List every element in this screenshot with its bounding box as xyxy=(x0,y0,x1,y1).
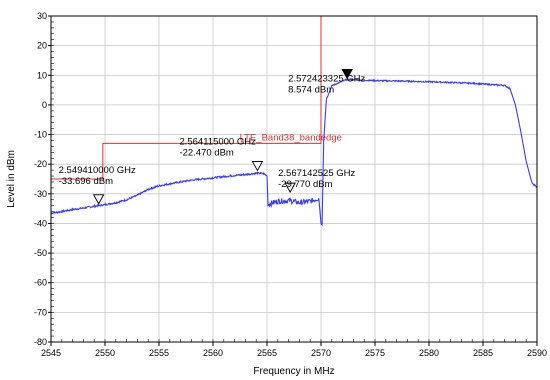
limit-line xyxy=(51,16,322,180)
x-tick-label: 2570 xyxy=(311,348,331,358)
limit-line-group: LTE_Band38_bandedge xyxy=(51,16,342,180)
y-tick-label: -30 xyxy=(34,189,47,199)
grid xyxy=(48,15,538,346)
marker-triangle-icon xyxy=(284,182,296,194)
y-tick-label: -70 xyxy=(34,307,47,317)
x-tick-label: 2590 xyxy=(527,348,547,358)
marker-triangle-icon xyxy=(92,194,105,205)
x-tick-label: 2560 xyxy=(203,348,223,358)
plot-background xyxy=(51,16,537,342)
limit-line-label: LTE_Band38_bandedge xyxy=(240,132,342,143)
y-tick-label: -40 xyxy=(34,218,47,228)
marker-frequency-label: 2.567142525 GHz xyxy=(278,168,355,179)
x-tick-label: 2585 xyxy=(473,348,493,358)
x-tick-label: 2565 xyxy=(257,348,277,358)
marker-level-label: -33.696 dBm xyxy=(59,176,113,187)
marker-frequency-label: 2.564115000 GHz xyxy=(179,137,256,148)
y-tick-label: -20 xyxy=(34,159,47,169)
marker-frequency-label: 2.549410000 GHz xyxy=(59,165,136,176)
x-tick-label: 2580 xyxy=(419,348,439,358)
x-tick-label: 2575 xyxy=(365,348,385,358)
y-tick-label: -60 xyxy=(34,278,47,288)
y-tick-label: 0 xyxy=(42,100,47,110)
trace-group xyxy=(50,78,538,227)
marker-frequency-label: 2.572423325 GHz xyxy=(288,73,365,84)
plot-frame xyxy=(50,15,538,343)
y-tick-label: -50 xyxy=(34,248,47,258)
y-tick-label: 20 xyxy=(37,41,47,51)
x-tick-label: 2555 xyxy=(149,348,169,358)
marker-level-label: -29.770 dBm xyxy=(278,179,332,190)
x-tick-label: 2550 xyxy=(95,348,115,358)
trace-line xyxy=(50,78,538,227)
y-tick-label: 10 xyxy=(37,70,47,80)
markers-group: 2.549410000 GHz-33.696 dBm 2.564115000 GH… xyxy=(59,69,366,205)
x-tick-label: 2545 xyxy=(41,348,61,358)
x-axis-label: Frequency in MHz xyxy=(253,366,334,377)
marker-triangle-icon xyxy=(251,161,264,172)
marker-level-label: 8.574 dBm xyxy=(288,84,334,95)
y-axis-label: Level in dBm xyxy=(6,150,17,208)
y-tick-labels: 30 20 10 0 -10 -20 -30 -40 -50 -60 -70 -80 xyxy=(34,11,47,347)
x-tick-labels: 2545 2550 2555 2560 2565 2570 2575 2580 2585 2590 xyxy=(41,348,547,358)
marker-level-label: -22.470 dBm xyxy=(179,148,233,159)
y-tick-label: -80 xyxy=(34,337,47,347)
marker-triangle-icon xyxy=(341,69,353,80)
y-tick-label: -10 xyxy=(34,130,47,140)
y-tick-label: 30 xyxy=(37,11,47,21)
